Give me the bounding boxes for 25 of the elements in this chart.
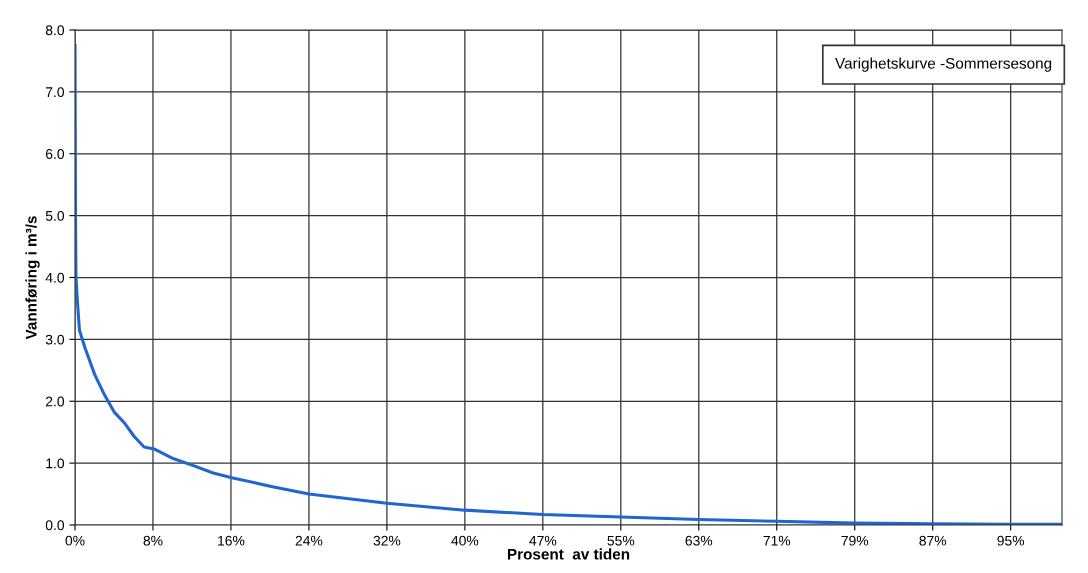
x-tick-label: 55% (607, 535, 635, 546)
x-tick-label: 32% (373, 535, 401, 546)
y-tick-label: 5.0 (45, 210, 65, 221)
x-tick-label: 95% (997, 535, 1025, 546)
x-tick-label: 87% (919, 535, 947, 546)
x-tick-label: 8% (143, 535, 163, 546)
y-tick-label: 3.0 (45, 334, 65, 345)
x-tick-label: 71% (763, 535, 791, 546)
x-tick-label: 63% (685, 535, 713, 546)
y-tick-label: 4.0 (45, 272, 65, 283)
text: Varighetskurve -Sommersesong (835, 57, 1052, 72)
y-tick-label: 2.0 (45, 396, 65, 407)
y-axis-title: Vannføring i m³/s (25, 216, 40, 340)
x-axis-title: Prosent av tiden (507, 548, 630, 560)
y-tick-label: 0.0 (45, 520, 65, 531)
x-tick-label: 24% (295, 535, 323, 546)
x-tick-label: 40% (451, 535, 479, 546)
x-tick-label: 0% (65, 535, 85, 546)
y-tick-label: 6.0 (45, 149, 65, 159)
y-tick-label: 7.0 (45, 87, 65, 98)
x-tick-label: 16% (218, 535, 245, 546)
x-tick-label: 79% (841, 535, 869, 546)
x-tick-label: 47% (529, 535, 557, 546)
y-tick-label: 8.0 (45, 25, 65, 36)
y-tick-label: 1.0 (46, 458, 65, 469)
